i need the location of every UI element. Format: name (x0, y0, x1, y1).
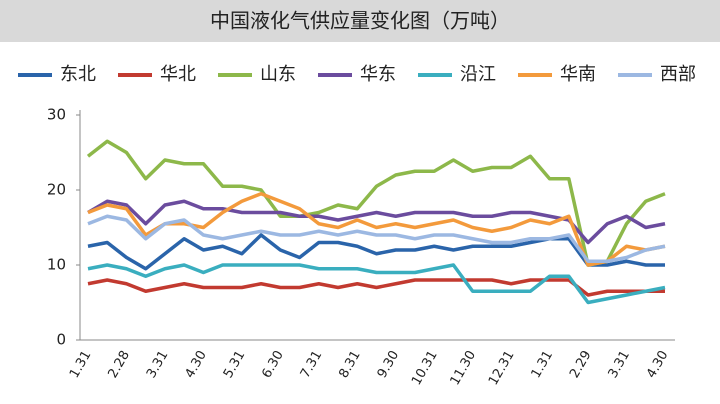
x-tick-label: 10.31 (409, 348, 441, 388)
series-line (87, 263, 666, 305)
x-tick-label: 4.30 (644, 348, 671, 381)
x-tick-label: 3.31 (606, 348, 633, 381)
series-line (87, 214, 666, 263)
x-tick-label: 2.28 (105, 348, 132, 381)
legend-label: 华东 (360, 64, 396, 85)
y-tick-label: 10 (47, 256, 66, 274)
y-tick-label: 20 (47, 181, 66, 199)
series-line (87, 192, 666, 267)
chart-title: 中国液化气供应量变化图（万吨） (210, 9, 510, 33)
x-tick-label: 2.29 (567, 348, 594, 381)
x-tick-label: 5.31 (221, 348, 248, 381)
x-tick-label: 4.30 (182, 348, 209, 381)
legend-label: 东北 (60, 64, 96, 85)
series-line (87, 278, 665, 297)
x-tick-label: 9.30 (375, 348, 402, 381)
title-bar (0, 0, 720, 42)
x-tick-label: 11.30 (448, 348, 480, 388)
legend-label: 西部 (660, 64, 696, 85)
y-tick-label: 0 (56, 331, 66, 349)
x-tick-label: 3.31 (144, 348, 171, 381)
x-tick-label: 1.31 (529, 348, 556, 381)
x-tick-label: 8.31 (336, 348, 363, 381)
x-tick-label: 6.30 (259, 348, 286, 381)
x-tick-label: 7.31 (298, 348, 325, 381)
x-tick-label: 12.31 (486, 348, 518, 388)
y-tick-label: 30 (47, 106, 66, 124)
legend-label: 华北 (160, 64, 196, 85)
legend-label: 华南 (560, 64, 596, 85)
legend-label: 沿江 (460, 64, 496, 85)
series-line (87, 233, 665, 271)
series-line (86, 139, 666, 267)
x-tick-label: 1.31 (67, 348, 94, 381)
legend-label: 山东 (260, 64, 296, 85)
